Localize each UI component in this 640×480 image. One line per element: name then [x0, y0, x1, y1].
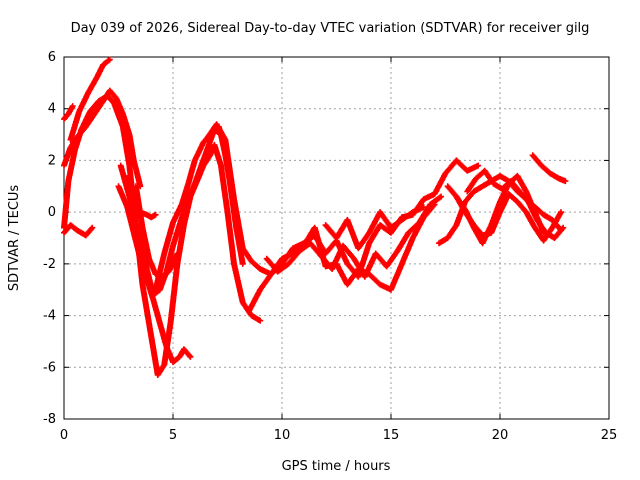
- data-marks-track-5: [67, 56, 113, 143]
- x-tick-label: 10: [274, 428, 291, 443]
- x-tick-label: 5: [169, 428, 177, 443]
- series-track-1: [61, 222, 96, 239]
- data-marks-track-18: [464, 167, 567, 241]
- data-marks-track-4: [61, 103, 76, 123]
- y-tick-label: 4: [48, 102, 56, 117]
- y-tick-label: -6: [43, 360, 56, 375]
- series-track-18: [464, 167, 567, 241]
- x-tick-label: 20: [492, 428, 509, 443]
- x-axis-label: GPS time / hours: [282, 459, 391, 474]
- x-tick-label: 25: [601, 428, 618, 443]
- data-marks-track-9: [132, 183, 181, 280]
- series-track-3: [61, 87, 144, 190]
- chart-title: Day 039 of 2026, Sidereal Day-to-day VTE…: [71, 21, 590, 36]
- y-tick-label: 2: [48, 153, 56, 168]
- series-track-17: [453, 191, 564, 244]
- series-track-13: [263, 193, 445, 280]
- data-marks-track-14: [322, 204, 427, 252]
- y-tick-label: -4: [43, 309, 56, 324]
- y-axis-label: SDTVAR / TECUs: [7, 185, 22, 292]
- data-marks-track-3: [61, 87, 144, 190]
- data-marks-track-13: [263, 193, 445, 280]
- series-track-5: [67, 56, 113, 143]
- x-axis: 0 5 10 15 20 25: [60, 57, 617, 443]
- series-track-19: [529, 152, 569, 185]
- series-track-4: [61, 103, 76, 123]
- y-tick-label: -8: [43, 412, 56, 427]
- y-tick-label: -2: [43, 257, 56, 272]
- data-marks-track-17: [453, 191, 564, 244]
- x-tick-label: 0: [60, 428, 68, 443]
- y-tick-label: 6: [48, 50, 56, 65]
- data-marks-track-19: [529, 152, 569, 185]
- plot-frame: [63, 56, 610, 420]
- x-tick-label: 15: [383, 428, 400, 443]
- y-axis: -8 -6 -4 -2 0 2 4 6: [43, 50, 609, 427]
- series-track-14: [322, 204, 427, 252]
- data-marks-track-1: [61, 222, 96, 239]
- series-track-9: [132, 183, 181, 280]
- y-tick-label: 0: [48, 205, 56, 220]
- plot-area: [61, 56, 569, 378]
